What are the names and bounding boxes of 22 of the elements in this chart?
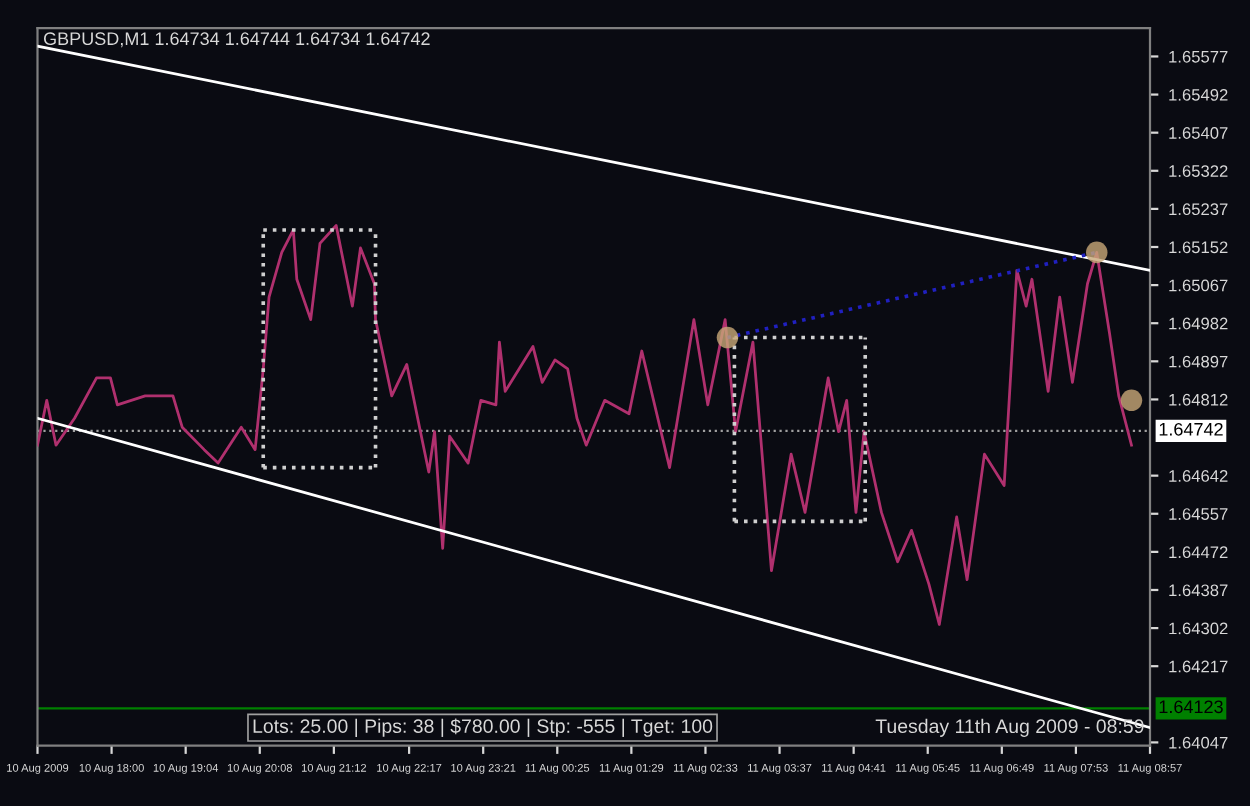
- ref-line-label: 1.64742: [1159, 422, 1223, 436]
- y-tick-label: 1.65577: [1169, 50, 1228, 63]
- annotation: Lots: 25.00 | Pips: 38 | $780.00 | Stp: -555 | Tget: 100: [253, 718, 713, 737]
- y-tick-label: 1.65152: [1169, 241, 1228, 254]
- y-tick-label: 1.65407: [1169, 127, 1228, 139]
- y-tick-label: 1.64897: [1169, 355, 1228, 368]
- y-tick-label: 1.65067: [1169, 279, 1228, 292]
- y-tick-label: 1.64812: [1169, 393, 1228, 406]
- y-tick-label: 1.64982: [1169, 317, 1228, 330]
- y-tick-label: 1.64217: [1169, 660, 1228, 673]
- y-tick-label: 1.64472: [1169, 546, 1228, 559]
- y-tick-label: 1.65237: [1169, 203, 1228, 216]
- y-tick-label: 1.64642: [1169, 470, 1228, 482]
- ref-line-label: 1.64123: [1159, 700, 1223, 714]
- chart-title: GBPUSD,M1 1.64734 1.64744 1.64734 1.64742: [43, 32, 430, 48]
- y-tick-label: 1.64557: [1169, 508, 1228, 520]
- y-tick-label: 1.64047: [1169, 736, 1228, 749]
- y-tick-label: 1.64302: [1169, 622, 1228, 635]
- y-tick-label: 1.64387: [1169, 584, 1228, 597]
- y-tick-label: 1.65322: [1169, 165, 1228, 177]
- annotation: Tuesday 11th Aug 2009 - 08:59: [875, 718, 1144, 737]
- y-tick-label: 1.65492: [1169, 88, 1228, 101]
